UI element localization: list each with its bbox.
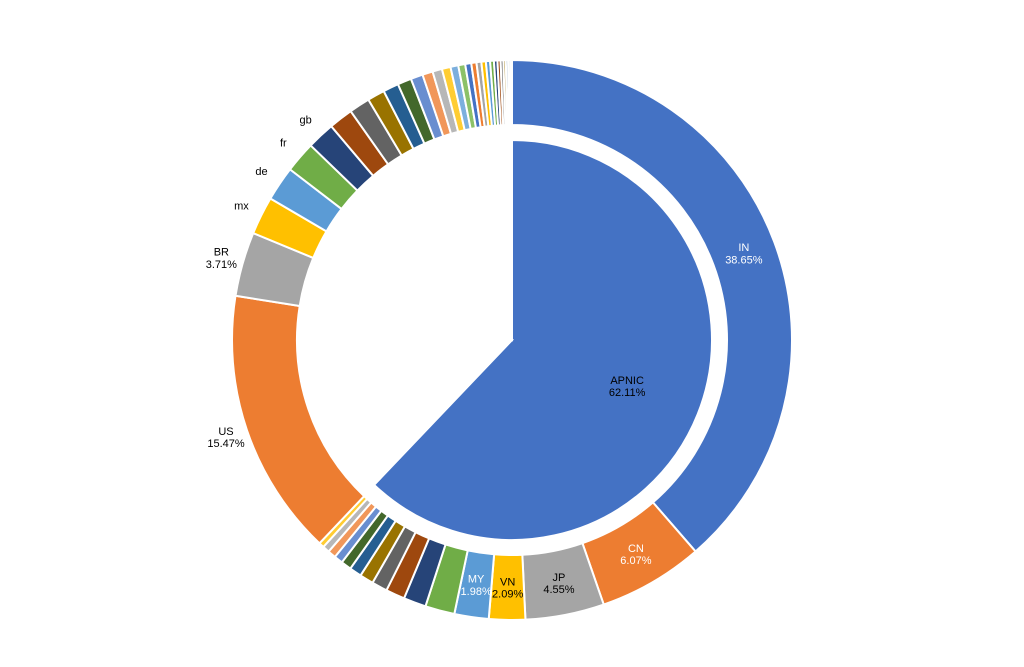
slice-label-BR: BR3.71% [206, 247, 237, 271]
slice-label-fr: fr [280, 138, 287, 150]
slice-label-mx: mx [234, 201, 249, 213]
slice-r30 [510, 60, 512, 125]
slice-label-gb: gb [300, 114, 312, 126]
slice-label-de: de [255, 166, 267, 178]
sunburst-chart: APNIC62.11%IN38.65%CN6.07%JP4.55%VN2.09%… [0, 0, 1024, 667]
slice-label-US: US15.47% [207, 426, 245, 450]
slice-label-APNIC: APNIC62.11% [609, 375, 646, 399]
